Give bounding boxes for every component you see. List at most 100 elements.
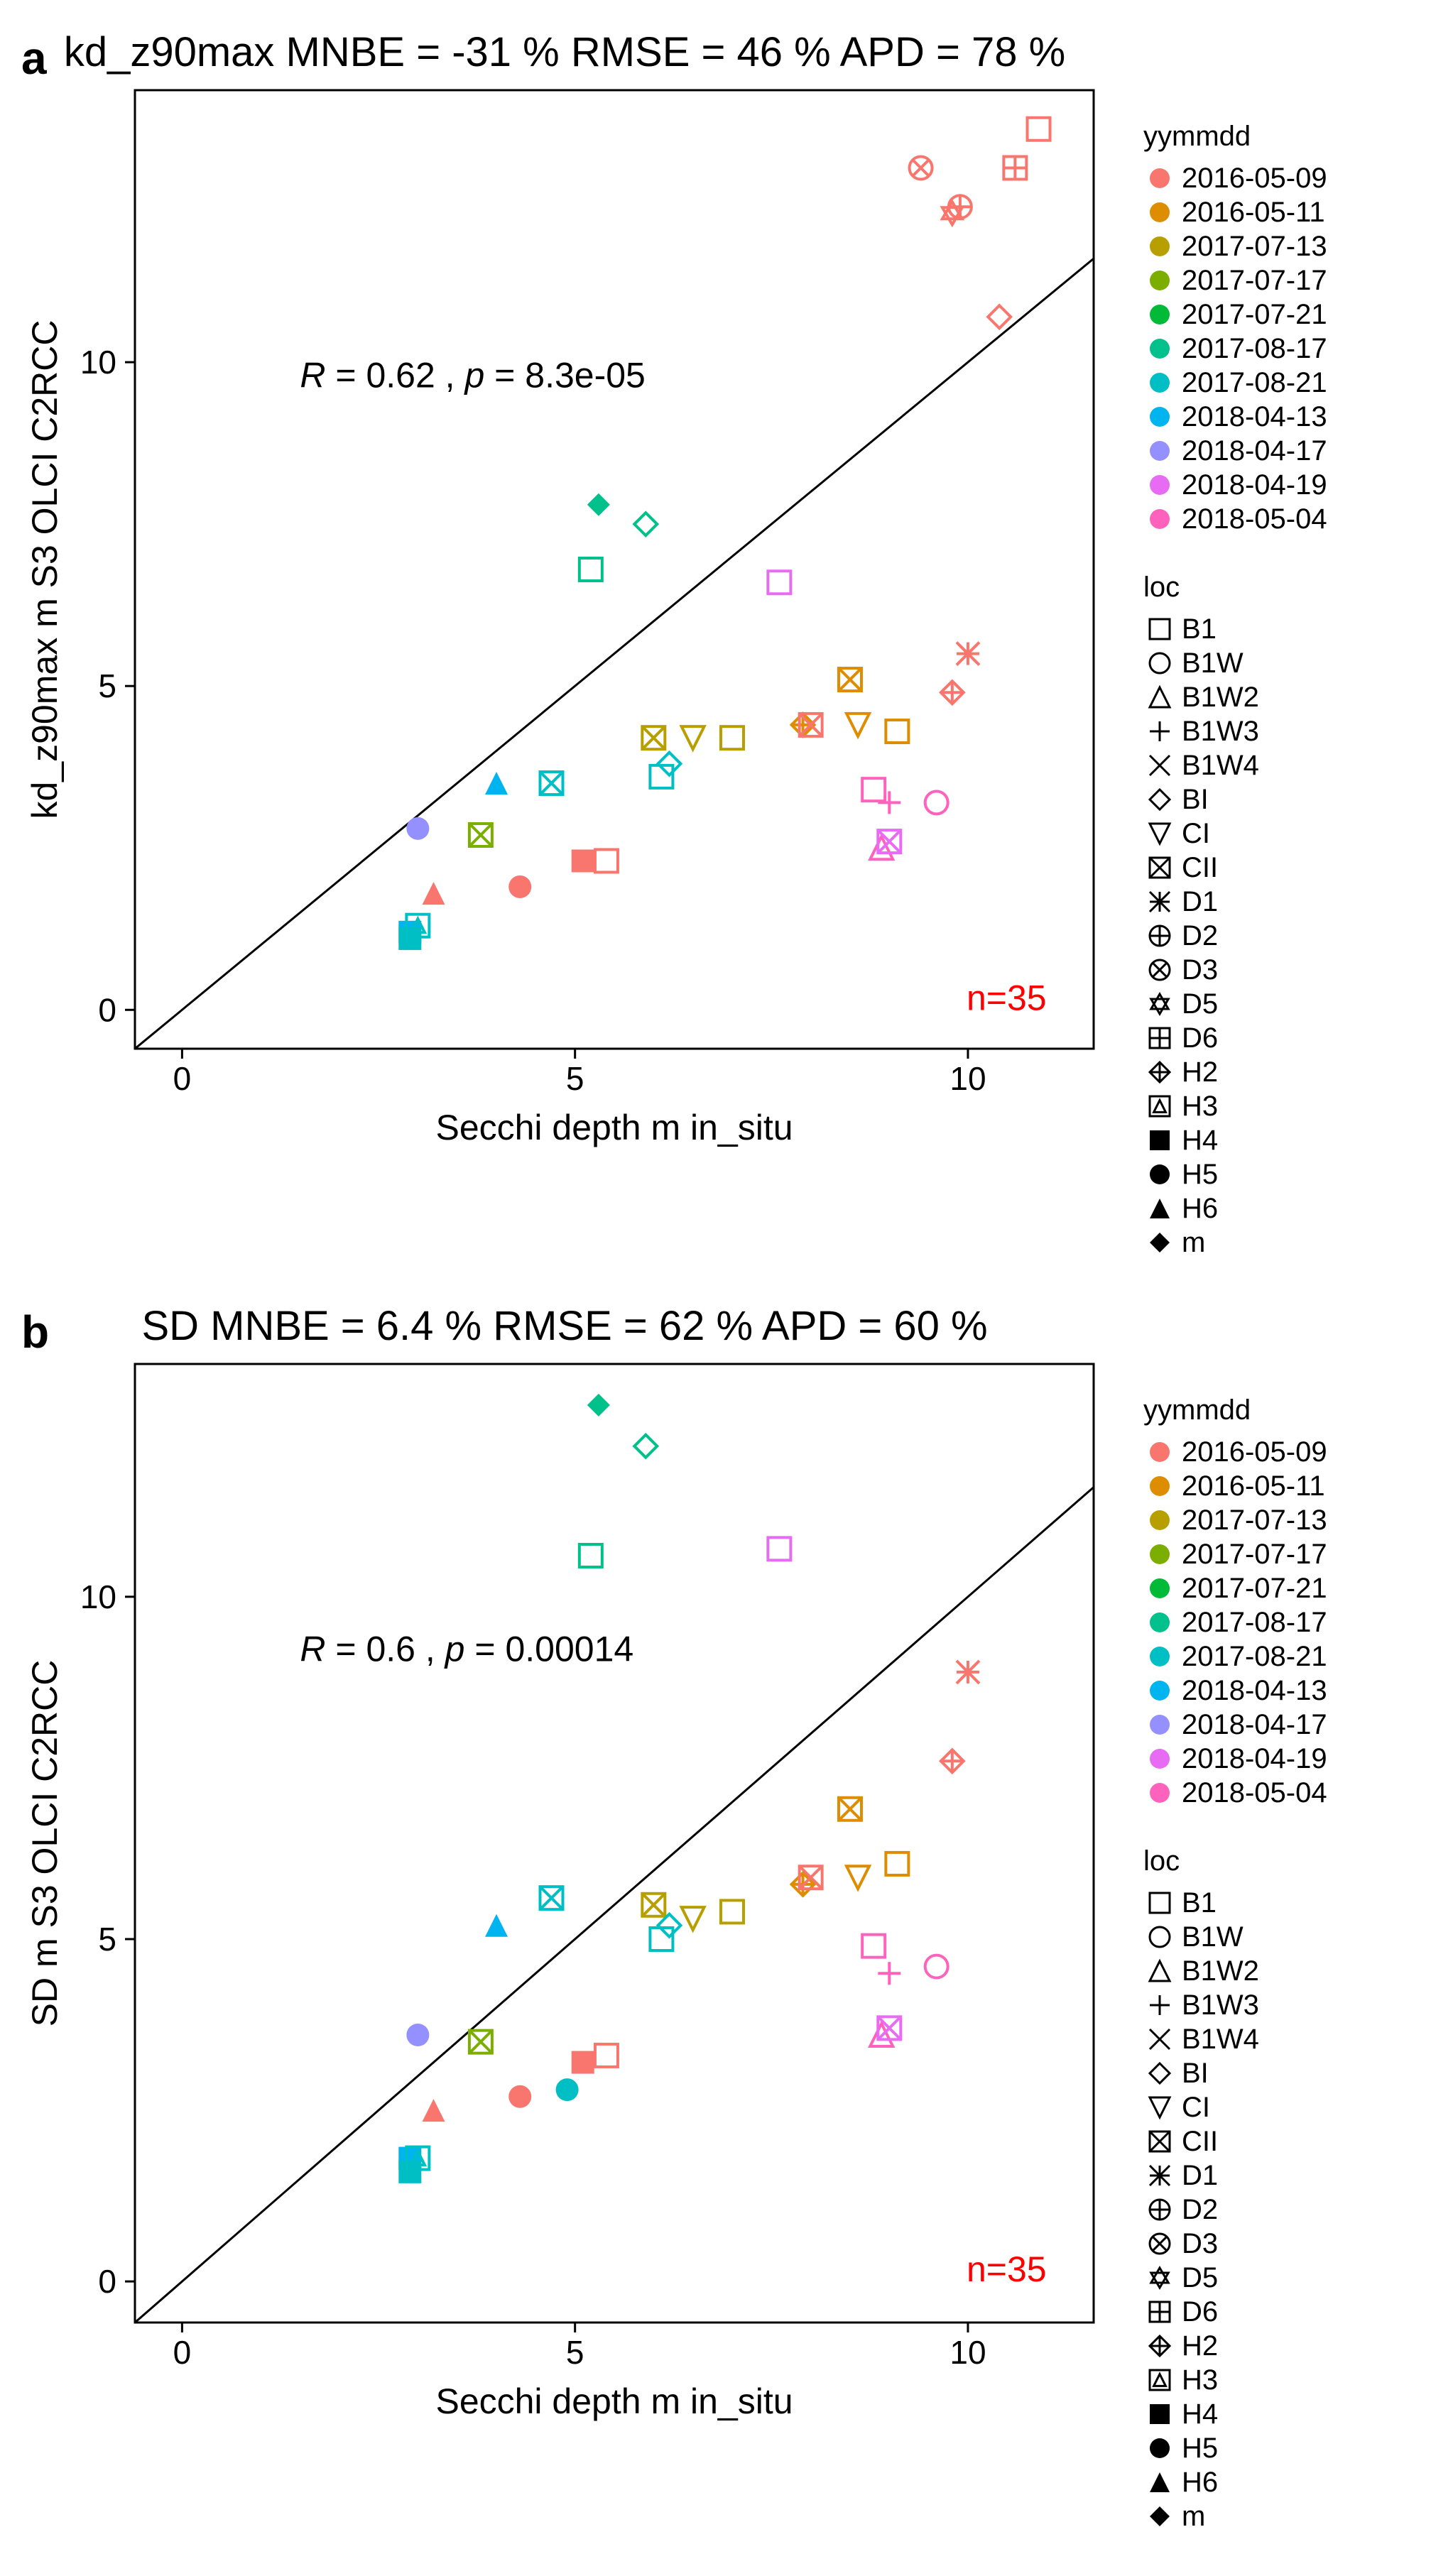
legend-loc-item: B1W3 bbox=[1143, 1988, 1327, 2022]
figure: a kd_z90max MNBE = -31 % RMSE = 46 % APD… bbox=[14, 14, 1431, 2533]
legend-loc-item: H3 bbox=[1143, 1089, 1327, 1123]
legend-loc-label: D5 bbox=[1182, 2262, 1218, 2294]
legend-loc-label: H6 bbox=[1182, 2467, 1218, 2499]
legend-color-swatch-icon bbox=[1143, 230, 1176, 263]
loc-legend-title: loc bbox=[1143, 572, 1327, 604]
legend-loc-item: CII bbox=[1143, 851, 1327, 885]
panel-b-title: SD MNBE = 6.4 % RMSE = 62 % APD = 60 % bbox=[14, 1288, 1115, 1357]
legend-date-label: 2018-04-19 bbox=[1182, 469, 1327, 501]
legend-date-item: 2017-07-21 bbox=[1143, 1571, 1327, 1605]
svg-text:R = 0.6 , p = 0.00014: R = 0.6 , p = 0.00014 bbox=[300, 1630, 633, 1669]
legend-date-label: 2017-08-21 bbox=[1182, 367, 1327, 399]
svg-text:n=35: n=35 bbox=[967, 2249, 1047, 2289]
legend-shape-swatch-icon bbox=[1143, 2261, 1176, 2294]
legend-shape-swatch-icon bbox=[1143, 2125, 1176, 2158]
legend-loc-item: D2 bbox=[1143, 919, 1327, 953]
legend-loc-label: D6 bbox=[1182, 1022, 1218, 1054]
legend-date-label: 2016-05-11 bbox=[1182, 197, 1325, 229]
legend-date-label: 2016-05-09 bbox=[1182, 1436, 1327, 1468]
legend-shape-swatch-icon bbox=[1143, 2057, 1176, 2090]
legend-date-item: 2017-08-21 bbox=[1143, 366, 1327, 400]
svg-text:0: 0 bbox=[173, 2334, 192, 2371]
legend-date-label: 2017-08-21 bbox=[1182, 1641, 1327, 1673]
legend-date-item: 2018-04-17 bbox=[1143, 1708, 1327, 1742]
legend-shape-swatch-icon bbox=[1143, 2193, 1176, 2226]
legend-loc-item: D1 bbox=[1143, 2159, 1327, 2193]
legend-loc-item: H3 bbox=[1143, 2363, 1327, 2397]
legend-shape-swatch-icon bbox=[1143, 1022, 1176, 1054]
legend-loc-item: H4 bbox=[1143, 1123, 1327, 1157]
svg-text:10: 10 bbox=[950, 2334, 986, 2371]
legend-shape-swatch-icon bbox=[1143, 2159, 1176, 2192]
legend-shape-swatch-icon bbox=[1143, 613, 1176, 645]
legend-loc-label: B1W bbox=[1182, 648, 1244, 680]
legend-date-label: 2017-07-21 bbox=[1182, 299, 1327, 331]
svg-text:Secchi depth m in_situ: Secchi depth m in_situ bbox=[435, 2381, 793, 2421]
panel-a-date-legend-items: 2016-05-092016-05-112017-07-132017-07-17… bbox=[1143, 161, 1327, 536]
legend-loc-item: H2 bbox=[1143, 1055, 1327, 1089]
legend-shape-swatch-icon bbox=[1143, 988, 1176, 1020]
legend-shape-swatch-icon bbox=[1143, 919, 1176, 952]
legend-shape-swatch-icon bbox=[1143, 681, 1176, 714]
panel-a-svg: 05100510Secchi depth m in_situkd_z90max … bbox=[14, 83, 1115, 1155]
legend-date-label: 2018-04-13 bbox=[1182, 1675, 1327, 1707]
loc-legend-title-b: loc bbox=[1143, 1845, 1327, 1877]
legend-date-label: 2017-08-17 bbox=[1182, 333, 1327, 365]
legend-loc-item: B1W bbox=[1143, 1920, 1327, 1954]
panel-a-label: a bbox=[21, 32, 47, 84]
legend-date-label: 2018-04-17 bbox=[1182, 435, 1327, 467]
legend-color-swatch-icon bbox=[1143, 1504, 1176, 1537]
panel-a-loc-legend-items: B1B1WB1W2B1W3B1W4BICICIID1D2D3D5D6H2H3H4… bbox=[1143, 612, 1327, 1260]
legend-shape-swatch-icon bbox=[1143, 2500, 1176, 2533]
legend-date-item: 2017-07-17 bbox=[1143, 263, 1327, 298]
legend-date-item: 2017-08-17 bbox=[1143, 1605, 1327, 1639]
legend-shape-swatch-icon bbox=[1143, 2330, 1176, 2362]
legend-color-swatch-icon bbox=[1143, 1640, 1176, 1673]
svg-text:5: 5 bbox=[566, 2334, 584, 2371]
legend-color-swatch-icon bbox=[1143, 1470, 1176, 1502]
legend-date-label: 2017-07-17 bbox=[1182, 1539, 1327, 1571]
legend-shape-swatch-icon bbox=[1143, 2432, 1176, 2465]
legend-loc-item: D1 bbox=[1143, 885, 1327, 919]
legend-shape-swatch-icon bbox=[1143, 749, 1176, 782]
legend-date-item: 2016-05-11 bbox=[1143, 195, 1327, 229]
legend-date-label: 2018-04-19 bbox=[1182, 1743, 1327, 1775]
legend-shape-swatch-icon bbox=[1143, 715, 1176, 748]
legend-color-swatch-icon bbox=[1143, 1777, 1176, 1809]
legend-loc-label: H4 bbox=[1182, 2398, 1218, 2430]
legend-loc-item: B1W2 bbox=[1143, 1954, 1327, 1988]
svg-text:0: 0 bbox=[98, 991, 116, 1028]
legend-loc-label: CII bbox=[1182, 2126, 1218, 2158]
legend-date-label: 2018-05-04 bbox=[1182, 503, 1327, 535]
legend-loc-label: CI bbox=[1182, 818, 1210, 850]
legend-date-item: 2018-04-13 bbox=[1143, 400, 1327, 434]
legend-loc-item: BI bbox=[1143, 782, 1327, 817]
legend-loc-item: CI bbox=[1143, 2090, 1327, 2124]
legend-color-swatch-icon bbox=[1143, 1572, 1176, 1605]
legend-loc-label: D5 bbox=[1182, 988, 1218, 1020]
legend-shape-swatch-icon bbox=[1143, 2296, 1176, 2328]
legend-loc-item: D3 bbox=[1143, 953, 1327, 987]
legend-loc-item: B1W4 bbox=[1143, 748, 1327, 782]
svg-text:R = 0.62 , p = 8.3e-05: R = 0.62 , p = 8.3e-05 bbox=[300, 356, 645, 395]
legend-shape-swatch-icon bbox=[1143, 817, 1176, 850]
legend-shape-swatch-icon bbox=[1143, 2023, 1176, 2056]
legend-loc-item: CII bbox=[1143, 2124, 1327, 2159]
legend-loc-label: D2 bbox=[1182, 920, 1218, 952]
legend-date-item: 2016-05-11 bbox=[1143, 1469, 1327, 1503]
legend-loc-label: m bbox=[1182, 2501, 1205, 2533]
legend-date-item: 2017-07-13 bbox=[1143, 229, 1327, 263]
panel-b-loc-legend-items: B1B1WB1W2B1W3B1W4BICICIID1D2D3D5D6H2H3H4… bbox=[1143, 1886, 1327, 2533]
legend-color-swatch-icon bbox=[1143, 1742, 1176, 1775]
legend-color-swatch-icon bbox=[1143, 264, 1176, 297]
legend-loc-item: B1 bbox=[1143, 1886, 1327, 1920]
legend-shape-swatch-icon bbox=[1143, 2091, 1176, 2124]
legend-date-label: 2018-04-13 bbox=[1182, 401, 1327, 433]
legend-loc-label: D3 bbox=[1182, 2228, 1218, 2260]
legend-shape-swatch-icon bbox=[1143, 783, 1176, 816]
panel-a-title: kd_z90max MNBE = -31 % RMSE = 46 % APD =… bbox=[14, 14, 1115, 83]
legend-shape-swatch-icon bbox=[1143, 2227, 1176, 2260]
legend-loc-label: B1W2 bbox=[1182, 682, 1259, 714]
legend-loc-item: H6 bbox=[1143, 2465, 1327, 2499]
legend-loc-item: BI bbox=[1143, 2056, 1327, 2090]
